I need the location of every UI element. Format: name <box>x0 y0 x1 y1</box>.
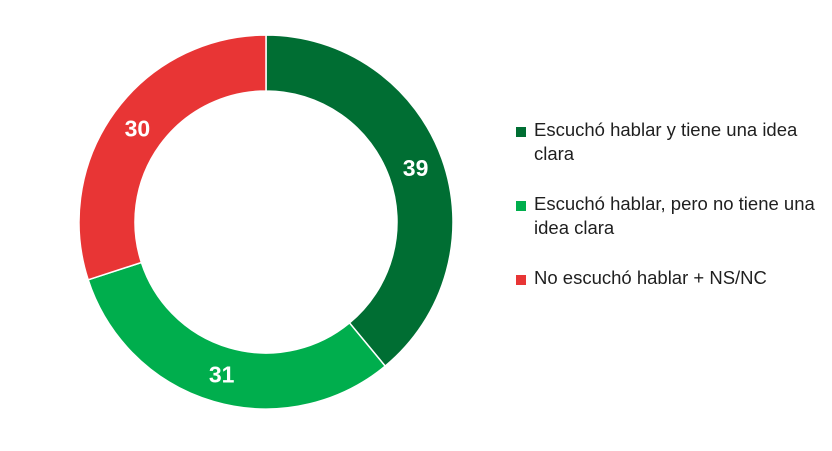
legend-label-3: No escuchó hablar + NS/NC <box>534 267 767 288</box>
legend-item-2: Escuchó hablar, pero no tiene una idea c… <box>516 192 816 240</box>
slice-value-label-2: 31 <box>209 362 235 388</box>
donut-slice-1 <box>265 34 454 368</box>
legend-label-1: Escuchó hablar y tiene una idea clara <box>534 119 798 164</box>
legend-label-2: Escuchó hablar, pero no tiene una idea c… <box>534 193 815 238</box>
legend-item-1: Escuchó hablar y tiene una idea clara <box>516 118 816 166</box>
legend-swatch-3 <box>516 275 526 285</box>
slice-value-label-3: 30 <box>125 116 151 142</box>
legend-swatch-1 <box>516 127 526 137</box>
legend: Escuchó hablar y tiene una idea clara Es… <box>516 118 816 316</box>
legend-item-3: No escuchó hablar + NS/NC <box>516 266 816 290</box>
legend-swatch-2 <box>516 201 526 211</box>
slice-value-label-1: 39 <box>403 155 429 181</box>
donut-slice-2 <box>87 261 387 410</box>
donut-slice-3 <box>78 34 267 281</box>
